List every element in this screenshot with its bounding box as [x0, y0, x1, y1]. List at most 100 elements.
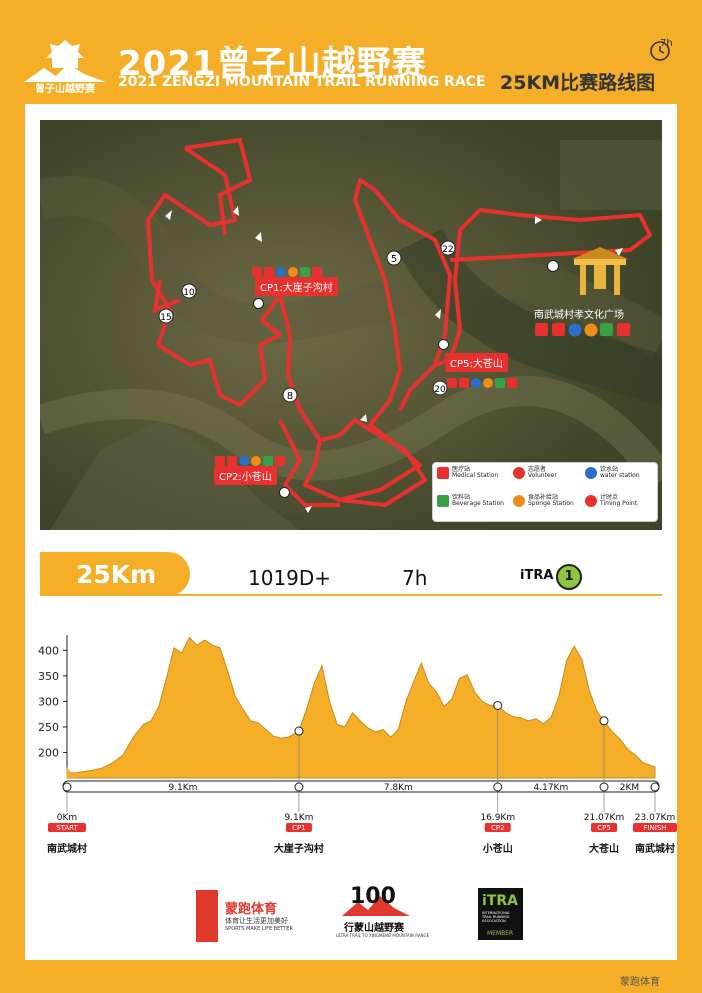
legend-item: 志愿者 Volunteer	[513, 467, 557, 479]
checkpoint-point	[599, 716, 609, 726]
direction-arrow-icon	[233, 206, 239, 216]
checkpoint-cp5-dot	[438, 339, 449, 350]
segment-label: 9.1Km	[168, 783, 197, 793]
km-marker: 22	[440, 240, 456, 260]
medical-icon	[437, 467, 449, 479]
page-title: 2021曾子山越野赛	[118, 44, 427, 84]
checkpoint-badge	[285, 823, 312, 832]
segment-bar-track	[62, 780, 660, 793]
checkpoint-name: 大苍山	[589, 842, 619, 855]
sponsor2-name: 行蒙山越野赛	[344, 923, 404, 934]
svg-text:15: 15	[160, 313, 171, 323]
distance-point	[650, 782, 660, 792]
distance-point	[294, 782, 304, 792]
checkpoint-code: CP1	[292, 824, 306, 832]
volunteer-icon	[513, 467, 525, 479]
distance-point	[493, 782, 503, 792]
route-line	[146, 146, 652, 507]
legend-item: 饮料站 Beverage Station	[437, 495, 504, 507]
gate-icon	[572, 247, 628, 295]
station-icons-cp1	[252, 263, 332, 282]
station-icons-cp5	[447, 374, 527, 393]
direction-arrow-icon	[360, 414, 367, 422]
time-value: 7h	[402, 566, 428, 590]
beverage-icon	[437, 495, 449, 507]
itra-member-badge	[478, 888, 523, 940]
distance-point	[599, 782, 609, 792]
km-marker: 20	[432, 380, 448, 400]
clock-icon	[650, 41, 670, 61]
map-legend: 医疗站 Medical Station 志愿者 Volunteer 饮水站 wa…	[432, 462, 658, 522]
checkpoint-point	[493, 700, 503, 710]
svg-text:5: 5	[391, 254, 397, 265]
distance-badge	[40, 552, 190, 596]
itra-points: 1	[556, 564, 582, 590]
distance-label: 16.9Km	[480, 813, 515, 823]
legend-item: 食品补给站 Sponge Station	[513, 495, 574, 507]
y-tick-label: 400	[38, 644, 59, 657]
route-title: 25KM比赛路线图	[500, 72, 656, 94]
food-icon	[513, 495, 525, 507]
km-marker: 15	[158, 308, 174, 328]
water-icon	[585, 467, 597, 479]
sponsor2-en: ULTRA TRAIL TO XINGMENG MOUNTAIN RANGE	[336, 933, 430, 938]
segment-label: 4.17Km	[534, 783, 569, 793]
clock-label: 7h	[660, 38, 673, 49]
sponsor1-slogan-en: SPORTS MAKE LIFE BETTER	[225, 926, 293, 932]
watermark: 蒙跑体育	[620, 977, 660, 988]
start-finish-dot	[547, 260, 559, 272]
checkpoint-code: START	[56, 824, 78, 832]
sponsor1-slogan: 体育让生活更加美好	[225, 917, 288, 925]
checkpoint-code: CP5	[597, 824, 611, 832]
sponsor2-logo-icon	[342, 896, 410, 916]
checkpoint-code: FINISH	[643, 824, 666, 832]
itra-member-logo: iTRA	[482, 893, 518, 909]
start-flag-icon	[66, 766, 75, 778]
elevation-profile: 200 250 300 350 400 9.1Km 7.8Km 4.17Km 2KM 0KmS…	[38, 635, 677, 855]
elevation-value: 1019D+	[248, 566, 332, 590]
y-tick-label: 350	[38, 670, 59, 683]
segment-label: 2KM	[620, 783, 639, 793]
checkpoint-markers: 0KmSTART南武城村9.1KmCP1大崖子沟村16.9KmCP2小苍山21.…	[47, 700, 677, 855]
start-finish-label: 南武城村孝文化广场	[534, 310, 624, 321]
checkpoint-code: CP2	[491, 824, 505, 832]
checkpoint-cp2-dot	[279, 487, 290, 498]
race-logo: 曾子山越野赛	[24, 40, 106, 94]
checkpoint-badge	[633, 823, 677, 832]
elevation-area	[66, 636, 656, 779]
y-tick-label: 200	[38, 746, 59, 759]
sponsor2-number: 100	[350, 884, 396, 909]
y-tick-label: 250	[38, 721, 59, 734]
checkpoint-name: 南武城村	[47, 842, 87, 855]
distance-point	[62, 782, 72, 792]
checkpoint-name: 大崖子沟村	[274, 842, 324, 855]
distance-label: 21.07Km	[584, 813, 624, 823]
checkpoint-cp5-label: CP5:大苍山	[445, 353, 508, 372]
direction-arrow-icon	[165, 210, 172, 220]
timing-icon	[585, 495, 597, 507]
y-axis: 200 250 300 350 400	[38, 635, 68, 778]
elevation-fill	[66, 636, 656, 779]
itra-member-label: MEMBER	[487, 930, 514, 937]
checkpoint-badge	[484, 823, 511, 832]
distance-label: 0Km	[57, 813, 77, 823]
km-marker: 5	[386, 250, 402, 270]
direction-arrow-icon	[305, 506, 312, 513]
checkpoint-cp1-label: CP1:大崖子沟村	[255, 277, 338, 296]
svg-text:22: 22	[442, 245, 453, 255]
segment-label: 7.8Km	[384, 783, 413, 793]
segment-bar: 9.1Km 7.8Km 4.17Km 2KM	[62, 780, 660, 793]
checkpoint-cp1-dot	[253, 298, 264, 309]
stats-divider	[40, 594, 662, 596]
legend-item: 医疗站 Medical Station	[437, 467, 498, 479]
direction-arrow-icon	[255, 232, 262, 242]
distance-value: 25Km	[76, 560, 157, 589]
distance-label: 23.07Km	[635, 813, 675, 823]
direction-arrow-icon	[435, 309, 441, 319]
y-tick-label: 300	[38, 695, 59, 708]
checkpoint-badge	[591, 823, 618, 832]
station-icons-start	[535, 322, 635, 342]
page-subtitle: 2021 ZENGZI MOUNTAIN TRAIL RUNNING RACE	[118, 74, 486, 90]
distance-label: 9.1Km	[284, 813, 313, 823]
km-marker: 10	[181, 283, 197, 303]
